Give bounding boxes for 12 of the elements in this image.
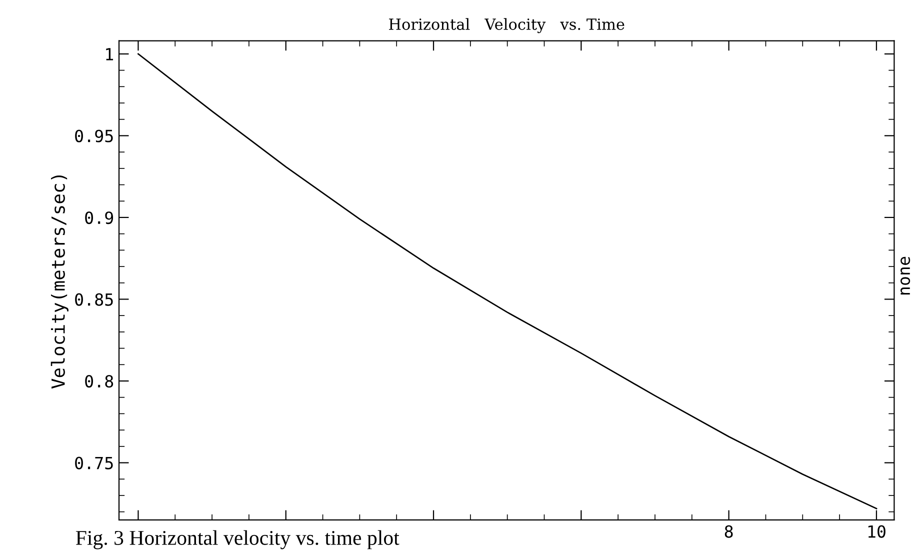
y-tick-label: 0.85 bbox=[75, 293, 113, 306]
x-tick-label: 8 bbox=[724, 525, 733, 538]
y-tick-label: 0.8 bbox=[85, 374, 114, 388]
x-tick-label: 10 bbox=[868, 525, 886, 538]
chart-title: Horizontal Velocity vs. Time bbox=[389, 18, 624, 34]
caption: Fig. 3 Horizontal velocity vs. time plot bbox=[76, 530, 400, 550]
y-axis-title: Velocity(meters/sec) bbox=[50, 175, 68, 389]
text: none bbox=[900, 256, 910, 294]
y-tick-label: 0.95 bbox=[75, 130, 113, 142]
y-tick-label: 1 bbox=[106, 48, 114, 60]
y-tick-label: 0.9 bbox=[85, 211, 114, 224]
y-tick-label: 0.75 bbox=[75, 456, 113, 470]
